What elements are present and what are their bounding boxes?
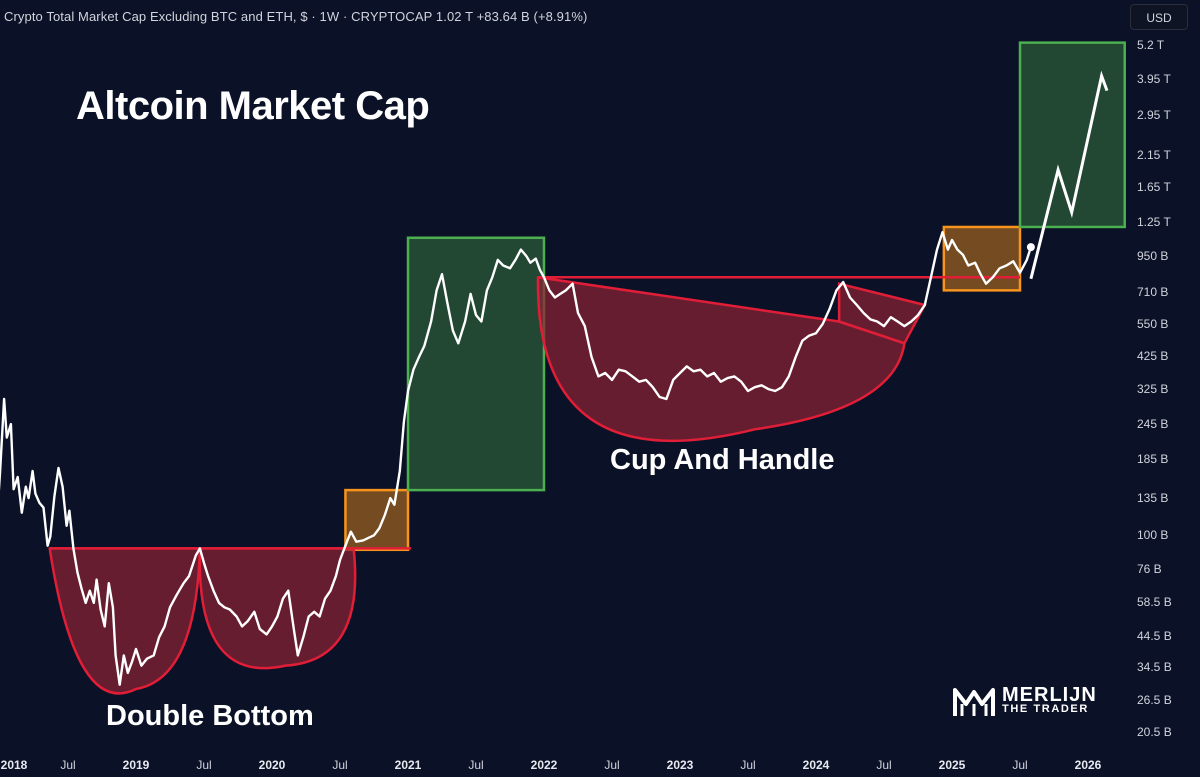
x-tick-label: Jul bbox=[604, 758, 620, 772]
x-tick-label: 2019 bbox=[122, 758, 150, 772]
x-tick-label: 2020 bbox=[258, 758, 286, 772]
x-tick-label: 2025 bbox=[938, 758, 966, 772]
x-tick-label: 2026 bbox=[1074, 758, 1102, 772]
logo-subtitle: THE TRADER bbox=[1002, 703, 1089, 715]
double-bottom-left-bowl bbox=[48, 547, 202, 695]
y-tick-label: 34.5 B bbox=[1137, 660, 1172, 675]
x-tick-label: Jul bbox=[468, 758, 484, 772]
y-tick-label: 135 B bbox=[1137, 491, 1169, 506]
x-tick-label: Jul bbox=[876, 758, 892, 772]
y-tick-label: 710 B bbox=[1137, 285, 1169, 300]
price-line bbox=[0, 230, 1033, 686]
y-tick-label: 100 B bbox=[1137, 528, 1169, 543]
y-tick-label: 76 B bbox=[1137, 562, 1162, 577]
target-box-4 bbox=[1018, 41, 1126, 229]
logo-name: MERLIJN bbox=[1002, 684, 1097, 706]
y-tick-label: 2.95 T bbox=[1137, 108, 1171, 123]
y-tick-label: 1.65 T bbox=[1137, 180, 1171, 195]
y-tick-label: 26.5 B bbox=[1137, 693, 1172, 708]
x-tick-label: Jul bbox=[332, 758, 348, 772]
merlijn-logo-icon bbox=[953, 688, 995, 716]
x-tick-label: Jul bbox=[740, 758, 756, 772]
double-bottom-label: Double Bottom bbox=[106, 700, 314, 732]
y-tick-label: 58.5 B bbox=[1137, 594, 1172, 609]
handle-shape bbox=[837, 282, 927, 345]
double-bottom-right-bowl bbox=[198, 547, 357, 670]
x-tick-label: 2023 bbox=[666, 758, 694, 772]
y-tick-label: 1.25 T bbox=[1137, 214, 1171, 229]
projection-arrow bbox=[1029, 70, 1109, 280]
target-box-2 bbox=[406, 236, 546, 492]
x-tick-label: 2024 bbox=[802, 758, 830, 772]
y-tick-label: 950 B bbox=[1137, 248, 1169, 263]
cup-and-handle-label: Cup And Handle bbox=[610, 444, 835, 476]
x-tick-label: Jul bbox=[60, 758, 76, 772]
x-tick-label: Jul bbox=[1012, 758, 1028, 772]
y-tick-label: 44.5 B bbox=[1137, 628, 1172, 643]
y-tick-label: 325 B bbox=[1137, 382, 1169, 397]
last-price-dot bbox=[1026, 243, 1035, 252]
y-tick-label: 245 B bbox=[1137, 417, 1169, 432]
y-tick-label: 3.95 T bbox=[1137, 72, 1171, 87]
y-tick-label: 425 B bbox=[1137, 348, 1169, 363]
y-tick-label: 185 B bbox=[1137, 451, 1169, 466]
x-tick-label: Jul bbox=[196, 758, 212, 772]
chart-title: Altcoin Market Cap bbox=[76, 84, 430, 128]
y-tick-label: 20.5 B bbox=[1137, 725, 1172, 739]
x-tick-label: 2021 bbox=[394, 758, 422, 772]
x-tick-label: 2022 bbox=[530, 758, 558, 772]
currency-button[interactable]: USD bbox=[1130, 4, 1188, 30]
y-tick-label: 550 B bbox=[1137, 316, 1169, 331]
x-tick-label: 2018 bbox=[0, 758, 28, 772]
merlijn-logo: MERLIJN THE TRADER bbox=[952, 682, 1112, 722]
y-tick-label: 5.2 T bbox=[1137, 38, 1165, 52]
y-tick-label: 2.15 T bbox=[1137, 147, 1171, 162]
consolidation-box-3 bbox=[942, 225, 1022, 292]
symbol-header: Crypto Total Market Cap Excluding BTC an… bbox=[4, 9, 588, 24]
cup-shape bbox=[536, 276, 906, 443]
